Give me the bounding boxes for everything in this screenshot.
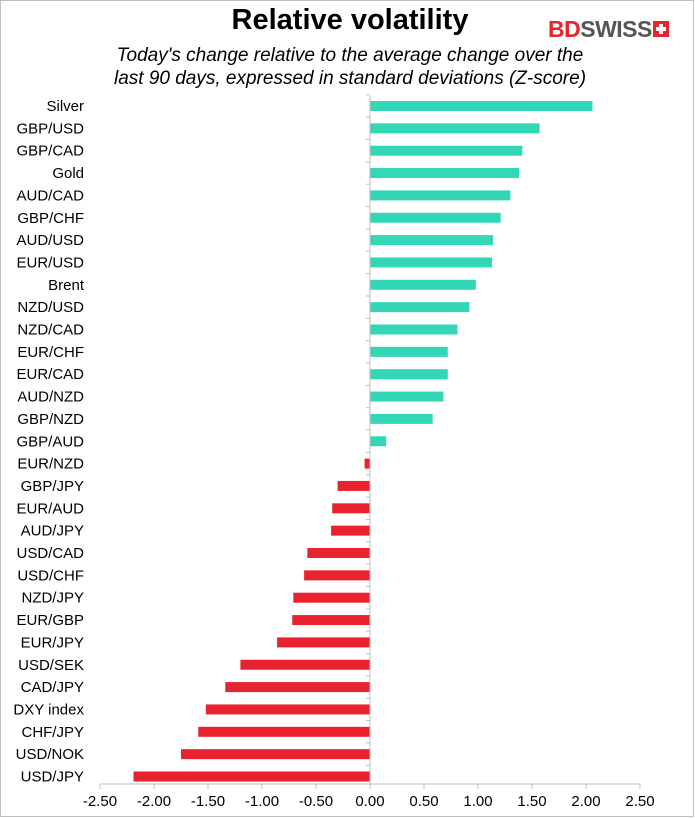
bar-usd-nok	[181, 749, 370, 760]
category-label: EUR/JPY	[21, 634, 84, 651]
bar-eur-nzd	[364, 458, 370, 469]
category-label: NZD/CAD	[17, 322, 84, 339]
bar-usd-cad	[307, 548, 370, 558]
x-tick-label: 0.50	[409, 793, 438, 810]
bdswiss-logo: BDSWISS	[548, 16, 669, 42]
category-label: DXY index	[13, 701, 84, 718]
bar-usd-chf	[304, 570, 370, 581]
category-label: CHF/JPY	[21, 724, 84, 741]
bar-aud-cad	[370, 190, 511, 201]
category-label: USD/CHF	[17, 567, 84, 584]
category-label: GBP/NZD	[17, 411, 84, 428]
bar-aud-jpy	[331, 525, 370, 536]
category-label: GBP/JPY	[21, 478, 84, 495]
bar-gbp-chf	[370, 212, 501, 223]
bar-chf-jpy	[198, 726, 370, 737]
x-tick-label: -0.50	[299, 793, 333, 810]
category-label: AUD/NZD	[17, 389, 84, 406]
bar-eur-jpy	[277, 637, 370, 648]
logo-bd-text: BD	[548, 16, 581, 42]
category-label: CAD/JPY	[21, 679, 84, 696]
bar-eur-gbp	[292, 615, 370, 626]
category-label: USD/CAD	[16, 545, 84, 562]
chart-subtitle: Today's change relative to the average c…	[60, 44, 640, 90]
bar-dxy-index	[205, 704, 370, 715]
category-label: EUR/NZD	[17, 456, 84, 473]
bar-brent	[370, 279, 476, 290]
bar-aud-nzd	[370, 391, 444, 402]
category-label: AUD/JPY	[21, 523, 84, 540]
category-label: AUD/CAD	[16, 187, 84, 204]
category-label: USD/SEK	[18, 657, 84, 674]
chart-title: Relative volatility	[231, 4, 469, 36]
category-label: EUR/CHF	[17, 344, 84, 361]
bar-silver	[370, 101, 593, 111]
category-label: USD/NOK	[16, 746, 84, 763]
category-label: EUR/GBP	[16, 612, 84, 629]
bar-eur-usd	[370, 257, 493, 268]
x-tick-label: 1.50	[517, 793, 546, 810]
category-label: Silver	[46, 98, 84, 115]
bar-gold	[370, 168, 520, 179]
bar-eur-aud	[332, 503, 370, 514]
x-tick-label: -2.50	[83, 793, 117, 810]
bar-nzd-jpy	[293, 592, 370, 603]
x-tick-label: -2.00	[137, 793, 171, 810]
bar-gbp-cad	[370, 145, 523, 156]
category-labels-group: Silver GBP/USD GBP/CAD Gold AUD/CAD GBP/CHF AU…	[13, 98, 84, 786]
x-tick-label: 1.00	[463, 793, 492, 810]
bar-cad-jpy	[225, 682, 370, 693]
logo-swiss-text: SWISS	[580, 16, 652, 42]
x-tick-label: -1.50	[191, 793, 225, 810]
swiss-cross-icon	[652, 21, 669, 37]
x-tick-label: -1.00	[245, 793, 279, 810]
bar-eur-chf	[370, 346, 448, 357]
subtitle-line-1: Today's change relative to the average c…	[116, 45, 584, 66]
bar-usd-sek	[240, 659, 370, 670]
x-tick-label: 2.50	[625, 793, 654, 810]
zero-axis-group	[366, 94, 371, 784]
bar-usd-jpy	[133, 771, 370, 782]
category-label: AUD/USD	[16, 232, 84, 249]
category-label: GBP/AUD	[16, 433, 84, 450]
bar-gbp-usd	[370, 123, 540, 134]
bars-group	[133, 101, 593, 782]
category-label: NZD/USD	[17, 299, 84, 316]
x-tick-label: 0.00	[355, 793, 384, 810]
bar-gbp-aud	[370, 436, 387, 447]
category-label: GBP/USD	[16, 120, 84, 137]
bar-gbp-jpy	[337, 480, 370, 491]
bar-aud-usd	[370, 235, 494, 246]
bar-nzd-cad	[370, 324, 458, 335]
x-axis-group: -2.50 -2.00 -1.50 -1.00 -0.50 0.00 0.50 1.00 1.5…	[83, 783, 655, 810]
x-tick-label: 2.00	[571, 793, 600, 810]
category-label: NZD/JPY	[21, 590, 84, 607]
bar-eur-cad	[370, 369, 448, 380]
bar-nzd-usd	[370, 302, 470, 313]
subtitle-line-2: last 90 days, expressed in standard devi…	[113, 68, 587, 89]
category-label: GBP/CHF	[17, 210, 84, 227]
category-label: Gold	[52, 165, 84, 182]
category-label: EUR/USD	[16, 254, 84, 271]
category-label: USD/JPY	[21, 769, 84, 786]
category-label: EUR/CAD	[16, 366, 84, 383]
category-label: EUR/AUD	[16, 500, 84, 517]
category-label: Brent	[48, 277, 85, 294]
bar-gbp-nzd	[370, 413, 433, 424]
category-label: GBP/CAD	[16, 143, 84, 160]
